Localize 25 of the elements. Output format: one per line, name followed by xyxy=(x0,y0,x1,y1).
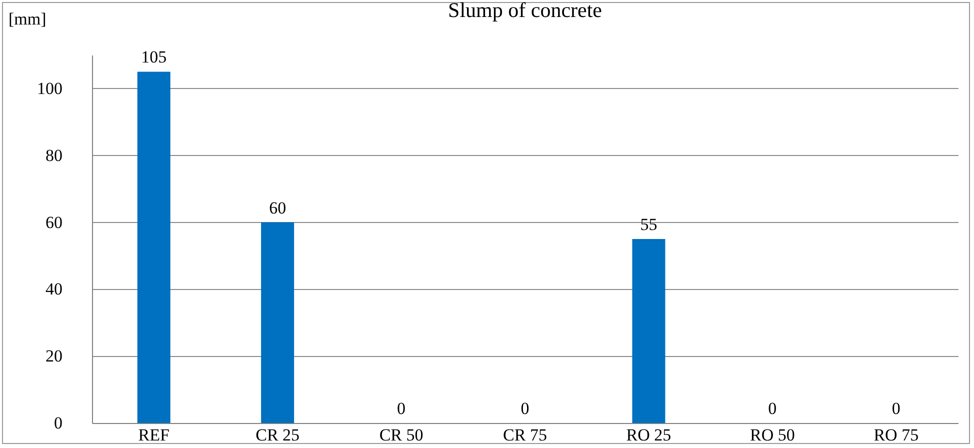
data-label: 0 xyxy=(520,399,530,418)
bar xyxy=(261,222,294,423)
bar xyxy=(137,72,170,423)
y-tick-label: 100 xyxy=(37,78,62,98)
data-label: 0 xyxy=(397,399,406,418)
bar xyxy=(632,239,666,423)
y-tick-label: 60 xyxy=(46,212,62,232)
y-tick-label: 20 xyxy=(46,346,62,366)
x-tick-label: CR 75 xyxy=(503,426,547,444)
x-tick-label: CR 25 xyxy=(256,426,300,444)
x-tick-label: RO 25 xyxy=(626,426,672,444)
y-tick-label: 80 xyxy=(46,146,62,165)
x-tick-label: RO 75 xyxy=(874,426,919,444)
chart-title: Slump of concrete xyxy=(448,0,602,22)
data-label: 105 xyxy=(141,48,167,67)
y-tick-label: 0 xyxy=(54,414,62,432)
x-tick-label: CR 50 xyxy=(379,426,424,444)
data-label: 0 xyxy=(768,399,777,418)
data-label: 0 xyxy=(892,399,900,418)
x-tick-label: REF xyxy=(138,426,170,444)
data-label: 60 xyxy=(269,198,286,218)
y-tick-label: 40 xyxy=(46,280,62,299)
y-axis-title: [mm] xyxy=(8,10,46,28)
x-tick-label: RO 50 xyxy=(750,426,795,444)
data-label: 55 xyxy=(640,215,658,234)
